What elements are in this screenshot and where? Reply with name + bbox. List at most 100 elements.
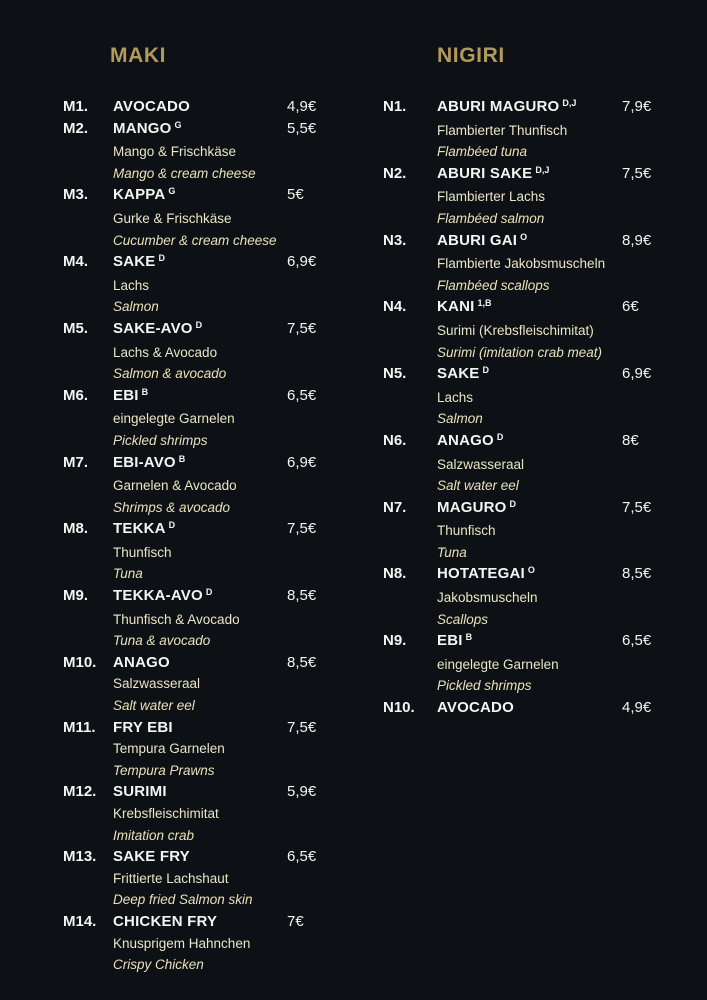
menu-item-row: M13. SAKE FRY 6,5€: [63, 846, 363, 868]
item-desc-row-german: Garnelen & Avocado: [63, 475, 363, 497]
menu-item-row: M7. EBI-AVO B 6,9€: [63, 452, 363, 476]
item-name: HOTATEGAI O: [437, 565, 535, 583]
item-name: ABURI SAKE D,J: [437, 164, 550, 182]
item-price: 7,5€: [287, 520, 317, 538]
item-desc-english: Tuna & avocado: [113, 633, 211, 649]
item-desc-german: Thunfisch: [437, 523, 496, 539]
item-desc-row-english: Salt water eel: [383, 475, 698, 497]
item-price: 7,5€: [287, 319, 317, 337]
item-desc-row-german: Lachs: [63, 275, 363, 297]
item-desc-german: Knusprigem Hahnchen: [113, 935, 251, 951]
item-number: M8.: [63, 520, 89, 538]
menu-item-row: M10. ANAGO 8,5€: [63, 652, 363, 674]
item-name: ANAGO: [113, 653, 170, 671]
menu-item-row: M3. KAPPA G 5€: [63, 184, 363, 208]
item-price: 8,5€: [287, 653, 317, 671]
item-desc-row-german: Salzwasseraal: [63, 673, 363, 695]
item-desc-english: Salmon: [437, 411, 483, 427]
menu-item-row: M1. AVOCADO 4,9€: [63, 96, 363, 118]
item-desc-english: Tuna: [113, 566, 143, 582]
item-name: MAGURO D: [437, 498, 517, 516]
item-desc-english: Deep fried Salmon skin: [113, 892, 253, 908]
item-desc-english: Cucumber & cream cheese: [113, 232, 277, 248]
allergen-codes: G: [174, 119, 182, 130]
section-title-maki: MAKI: [110, 44, 167, 67]
item-desc-row-german: Flambierter Lachs: [383, 186, 698, 208]
item-number: M9.: [63, 587, 89, 605]
item-number: N10.: [383, 699, 415, 717]
menu-item-row: M6. EBI B 6,5€: [63, 385, 363, 409]
allergen-codes: D: [195, 319, 203, 330]
item-desc-row-german: Salzwasseraal: [383, 454, 698, 476]
menu-item-row: M11. FRY EBI 7,5€: [63, 717, 363, 739]
item-price: 4,9€: [622, 699, 652, 717]
item-desc-row-english: Cucumber & cream cheese: [63, 230, 363, 252]
item-number: M10.: [63, 653, 97, 671]
item-desc-german: Gurke & Frischkäse: [113, 210, 232, 226]
item-desc-row-english: Salmon: [63, 296, 363, 318]
item-desc-german: Flambierte Jakobsmuscheln: [437, 256, 606, 272]
allergen-codes: D: [168, 520, 176, 531]
item-desc-row-english: Crispy Chicken: [63, 954, 363, 976]
item-name: TEKKA-AVO D: [113, 587, 213, 605]
allergen-codes: D,J: [535, 164, 550, 175]
item-desc-row-english: Flambéed scallops: [383, 275, 698, 297]
item-desc-row-english: Salmon & avocado: [63, 363, 363, 385]
item-desc-row-english: Surimi (imitation crab meat): [383, 342, 698, 364]
item-desc-english: Imitation crab: [113, 827, 195, 843]
item-desc-row-english: Tuna: [383, 542, 698, 564]
item-desc-english: Salmon: [113, 299, 159, 315]
item-name: ANAGO D: [437, 431, 504, 449]
item-name: SAKE D: [437, 365, 489, 383]
item-desc-german: Thunfisch & Avocado: [113, 611, 240, 627]
item-desc-row-english: Salt water eel: [63, 695, 363, 717]
item-desc-row-german: Thunfisch & Avocado: [63, 609, 363, 631]
allergen-codes: D: [482, 365, 489, 376]
item-desc-row-german: Jakobsmuscheln: [383, 587, 698, 609]
item-number: N6.: [383, 431, 407, 449]
item-desc-row-german: Thunfisch: [383, 520, 698, 542]
item-name: TEKKA D: [113, 520, 176, 538]
item-desc-row-german: Gurke & Frischkäse: [63, 208, 363, 230]
item-name: FRY EBI: [113, 718, 173, 736]
item-desc-row-german: eingelegte Garnelen: [63, 408, 363, 430]
nigiri-items-column: N1. ABURI MAGURO D,J 7,9€ Flambierter Thunfi…: [383, 96, 698, 719]
item-price: 6,9€: [287, 253, 317, 271]
item-name: MANGO G: [113, 119, 182, 137]
item-desc-english: Pickled shrimps: [113, 432, 208, 448]
item-price: 7,5€: [622, 498, 652, 516]
item-desc-row-english: Salmon: [383, 408, 698, 430]
item-desc-row-german: Frittierte Lachshaut: [63, 868, 363, 890]
allergen-codes: D,J: [562, 98, 577, 108]
item-name: SAKE D: [113, 253, 165, 271]
item-desc-english: Salt water eel: [113, 698, 195, 714]
allergen-codes: D: [496, 431, 504, 442]
allergen-codes: B: [178, 453, 186, 464]
item-number: N5.: [383, 365, 407, 383]
item-desc-german: eingelegte Garnelen: [437, 656, 559, 672]
item-price: 5,9€: [287, 783, 317, 801]
item-price: 4,9€: [287, 98, 317, 115]
item-desc-german: Tempura Garnelen: [113, 741, 225, 757]
item-desc-row-german: Knusprigem Hahnchen: [63, 933, 363, 955]
item-name: CHICKEN FRY: [113, 912, 218, 930]
maki-items-column: M1. AVOCADO 4,9€ M2. MANGO G 5,5€ Mango & Frisc…: [63, 96, 363, 976]
menu-item-row: M9. TEKKA-AVO D 8,5€: [63, 585, 363, 609]
item-number: M2.: [63, 119, 89, 137]
item-desc-german: Salzwasseraal: [113, 676, 201, 692]
item-number: M14.: [63, 912, 97, 930]
item-price: 7€: [287, 912, 304, 930]
menu-item-row: M5. SAKE-AVO D 7,5€: [63, 318, 363, 342]
item-desc-english: Tuna: [437, 544, 467, 560]
item-desc-english: Scallops: [437, 611, 489, 627]
item-number: M5.: [63, 319, 89, 337]
menu-item-row: N7. MAGURO D 7,5€: [383, 497, 698, 521]
item-desc-row-german: Surimi (Krebsfleischimitat): [383, 320, 698, 342]
item-desc-german: Flambierter Thunfisch: [437, 122, 568, 138]
menu-item-row: N10. AVOCADO 4,9€: [383, 697, 698, 719]
menu-item-row: N5. SAKE D 6,9€: [383, 363, 698, 387]
menu-item-row: N1. ABURI MAGURO D,J 7,9€: [383, 96, 698, 120]
menu-item-row: N3. ABURI GAI O 8,9€: [383, 230, 698, 254]
item-desc-english: Salmon & avocado: [113, 366, 227, 382]
